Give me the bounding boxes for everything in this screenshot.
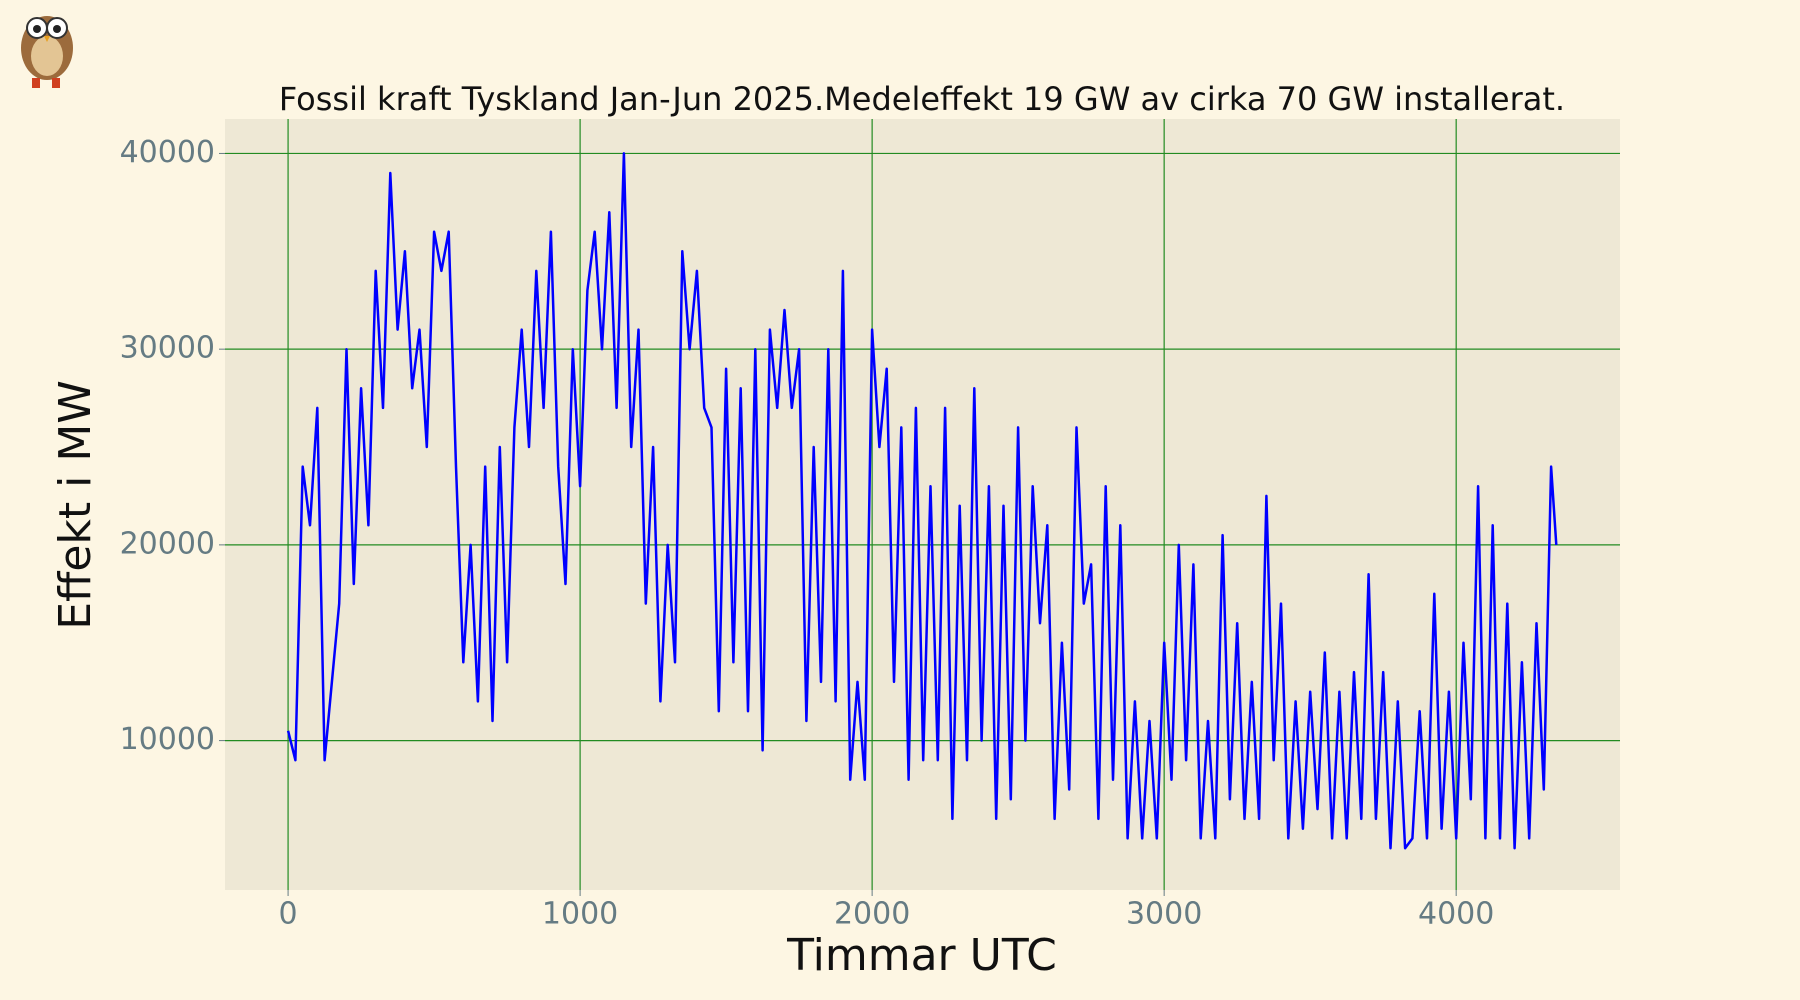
- y-tick-label: 10000: [120, 722, 215, 757]
- x-tick-label: 2000: [834, 897, 910, 932]
- x-axis-label: Timmar UTC: [786, 930, 1057, 981]
- x-tick-label: 3000: [1126, 897, 1202, 932]
- y-tick-label: 40000: [120, 135, 215, 170]
- y-tick-label: 30000: [120, 331, 215, 366]
- data-line: [286, 152, 1558, 850]
- y-axis-label: Effekt i MW: [50, 380, 101, 630]
- owl-logo: [21, 16, 73, 88]
- chart-title: Fossil kraft Tyskland Jan-Jun 2025.Medel…: [279, 80, 1565, 118]
- x-tick-label: 0: [279, 897, 298, 932]
- x-tick-label: 4000: [1418, 897, 1494, 932]
- x-tick-label: 1000: [542, 897, 618, 932]
- y-tick-label: 20000: [120, 526, 215, 561]
